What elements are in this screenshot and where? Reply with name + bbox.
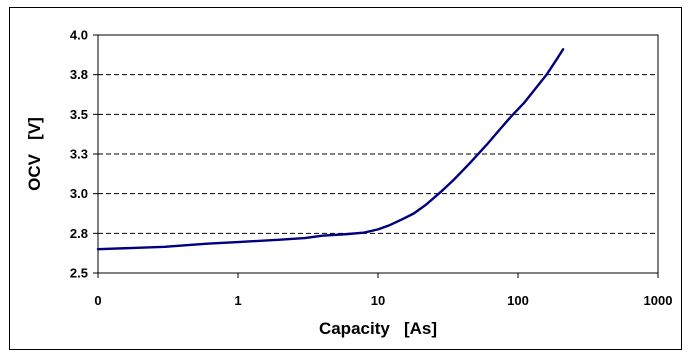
y-axis-title: OCV [V] — [25, 117, 44, 191]
y-tick-label: 2.8 — [70, 226, 88, 241]
y-tick-label: 2.5 — [70, 266, 88, 281]
x-tick-label: 1 — [234, 293, 241, 308]
x-tick-label: 10 — [371, 293, 385, 308]
x-tick-label: 1000 — [644, 293, 673, 308]
y-tick-label: 3.5 — [70, 107, 88, 122]
x-tick-label: 0 — [94, 293, 101, 308]
y-tick-label: 3.3 — [70, 147, 88, 162]
x-tick-label: 100 — [507, 293, 529, 308]
y-tick-label: 3.0 — [70, 186, 88, 201]
x-axis-title: Capacity [As] — [319, 319, 437, 338]
chart-frame — [9, 7, 682, 350]
y-tick-label: 3.8 — [70, 67, 88, 82]
y-tick-label: 4.0 — [70, 28, 88, 43]
ocv-series-line — [96, 48, 565, 251]
series-layer — [96, 48, 565, 251]
grid-layer — [98, 74, 658, 234]
tick-layer: 2.5 2.8 3.0 3.3 3.5 3.8 4.0 0 1 10 100 1000 — [70, 28, 673, 309]
